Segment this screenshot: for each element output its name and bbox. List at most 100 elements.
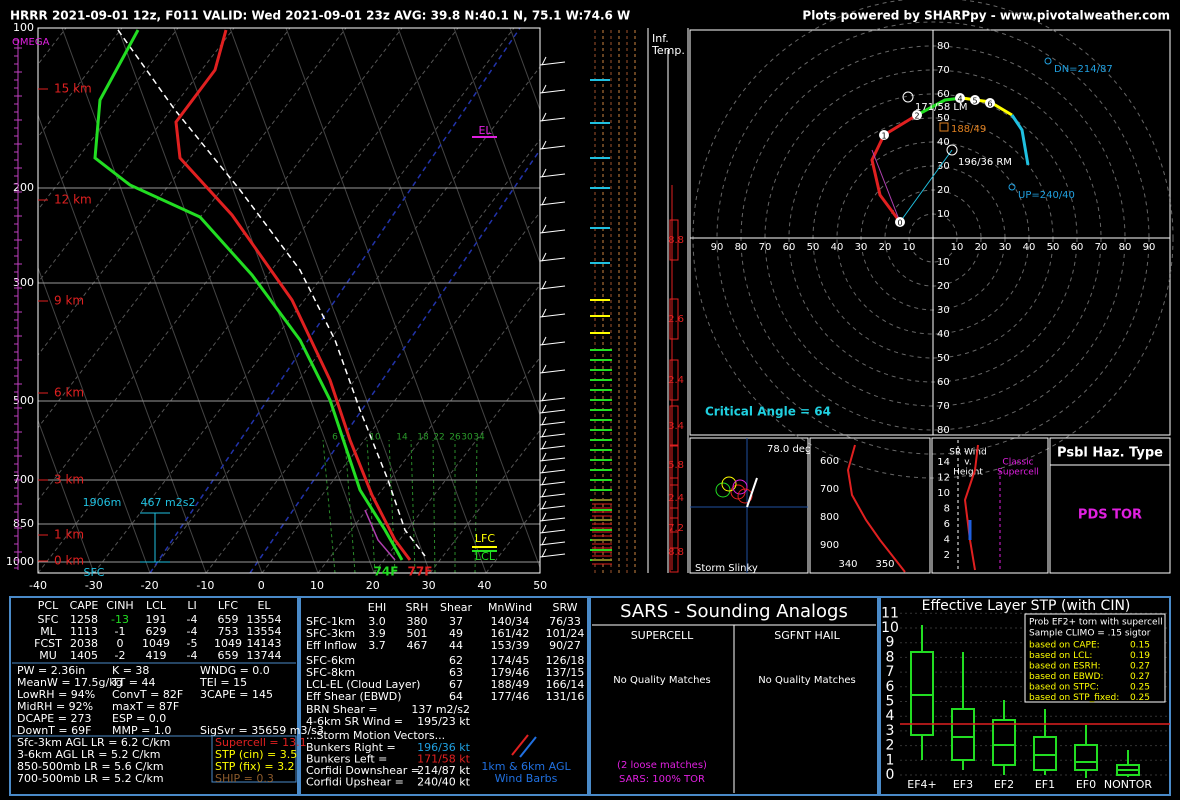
index-value: maxT = 87F	[112, 700, 179, 713]
advection-value: 5.8	[668, 460, 684, 471]
index-value: DownT = 69F	[17, 724, 91, 737]
srwind-trace	[963, 444, 979, 571]
bottom-panel	[9, 596, 299, 796]
wind-barb-flag	[541, 308, 547, 318]
srwind-reference: Supercell	[997, 468, 1039, 478]
wind-barb-flag	[541, 536, 547, 546]
wind-barb-flag	[541, 168, 547, 178]
ring-label: 90	[711, 242, 724, 253]
index-value: LowRH = 94%	[17, 688, 95, 701]
lfc-label: LFC	[475, 532, 495, 545]
height-label: 3 km	[54, 473, 84, 487]
stp-ytick: 6	[886, 679, 895, 695]
wind-barb	[539, 493, 566, 498]
index-value: K = 38	[112, 664, 149, 677]
mixing-ratio-label: 30	[461, 433, 473, 443]
isotherm	[1102, 28, 1180, 573]
surface-temperature: 77F	[408, 565, 433, 579]
parcel-header: CAPE	[70, 599, 99, 612]
isotherm	[0, 28, 10, 573]
index-value: 3CAPE = 145	[200, 688, 273, 701]
height-marker-label: 2	[914, 112, 919, 121]
wind-barb-flag	[541, 548, 547, 558]
parcel-cell: 14143	[247, 637, 282, 650]
isotherm	[38, 28, 403, 502]
wind-barb	[539, 61, 566, 66]
kinematic-header: MnWind	[488, 601, 532, 614]
slinky-ring	[732, 479, 748, 495]
slinky-vector	[746, 477, 758, 508]
parcel-header: LI	[187, 599, 196, 612]
parcel-cell: 1049	[214, 637, 242, 650]
isotherm	[990, 28, 1180, 573]
ring-label: 20	[937, 185, 950, 196]
parcel-cell: -4	[187, 613, 198, 626]
isotherm	[38, 28, 179, 211]
parcel-cell: 1049	[142, 637, 170, 650]
mixing-ratio-label: 34	[473, 433, 485, 443]
prob-climo: Sample CLIMO = .15 sigtor	[1029, 629, 1151, 639]
kinematic-cell: 3.9	[368, 627, 386, 640]
isotherm	[38, 28, 459, 573]
temperature-label: 50	[533, 579, 547, 592]
hazard-frame	[1049, 437, 1171, 574]
slinky-title: Storm Slinky	[695, 563, 758, 574]
bottom-panel	[299, 596, 589, 796]
advection-bar	[669, 219, 679, 261]
mixing-ratio-line	[388, 439, 396, 573]
pressure-label: 300	[13, 276, 34, 289]
critical-angle: Critical Angle = 64	[705, 405, 831, 419]
dry-adiabat	[397, 28, 540, 417]
height-label: 0 km	[54, 554, 84, 568]
stp-box	[910, 651, 934, 736]
mixing-ratio-line	[432, 439, 436, 573]
wind-barb	[539, 397, 566, 402]
kinematic-cell: 37	[449, 615, 463, 628]
inflow-srh-label: 467 m2s2	[141, 496, 196, 509]
dry-adiabat	[117, 28, 319, 573]
dry-adiabat	[38, 571, 39, 573]
sars-result: No Quality Matches	[758, 675, 856, 686]
mean-wind-marker	[939, 122, 949, 132]
advection-bar	[669, 298, 679, 340]
advection-title: Inf.	[652, 32, 669, 45]
parcel-cell: 13554	[247, 613, 282, 626]
ring-label: 90	[1143, 242, 1156, 253]
dry-adiabat	[173, 28, 375, 573]
srwind-height-label: 8	[944, 504, 950, 515]
kinematic-cell: 44	[449, 639, 463, 652]
parcel-cell: 753	[218, 625, 239, 638]
stp-category: EF4+	[907, 778, 937, 791]
ring-label: 30	[999, 242, 1012, 253]
parcel-cell: 13744	[247, 649, 282, 662]
parcel-cell: 1113	[70, 625, 98, 638]
wind-barb-flag	[541, 196, 547, 206]
ring-label: 40	[937, 329, 950, 340]
parcel-cell: -2	[115, 649, 126, 662]
ring-label: 10	[937, 209, 950, 220]
stp-box	[992, 719, 1016, 766]
sigsvr: SigSvr = 35659 m3/s3	[200, 724, 324, 737]
stp-box	[951, 708, 975, 761]
wind-barb	[539, 505, 566, 510]
ring-label: 40	[1023, 242, 1036, 253]
ring-label: 80	[937, 425, 950, 436]
shear-cell: SFC-8km	[306, 666, 355, 679]
wind-barb	[539, 173, 566, 178]
wind-barb-flag	[541, 404, 547, 414]
slinky-ring	[715, 482, 731, 498]
stp-category: EF3	[953, 778, 973, 791]
mixing-ratio-label: 18	[417, 433, 429, 443]
slinky-ring	[721, 476, 737, 492]
ring-label: 50	[807, 242, 820, 253]
lapse-rate: Sfc-3km AGL LR = 6.2 C/km	[17, 736, 170, 749]
el-label: EL	[478, 124, 492, 137]
stp-ytick: 2	[886, 738, 895, 754]
height-label: 15 km	[54, 82, 92, 96]
shear-cell: 131/16	[546, 690, 585, 703]
rm-label: 196/36 RM	[958, 157, 1012, 168]
motion-value: 171/58 kt	[417, 753, 471, 766]
motion-title: ...Storm Motion Vectors...	[306, 729, 445, 742]
wind-barb-flag	[541, 464, 547, 474]
